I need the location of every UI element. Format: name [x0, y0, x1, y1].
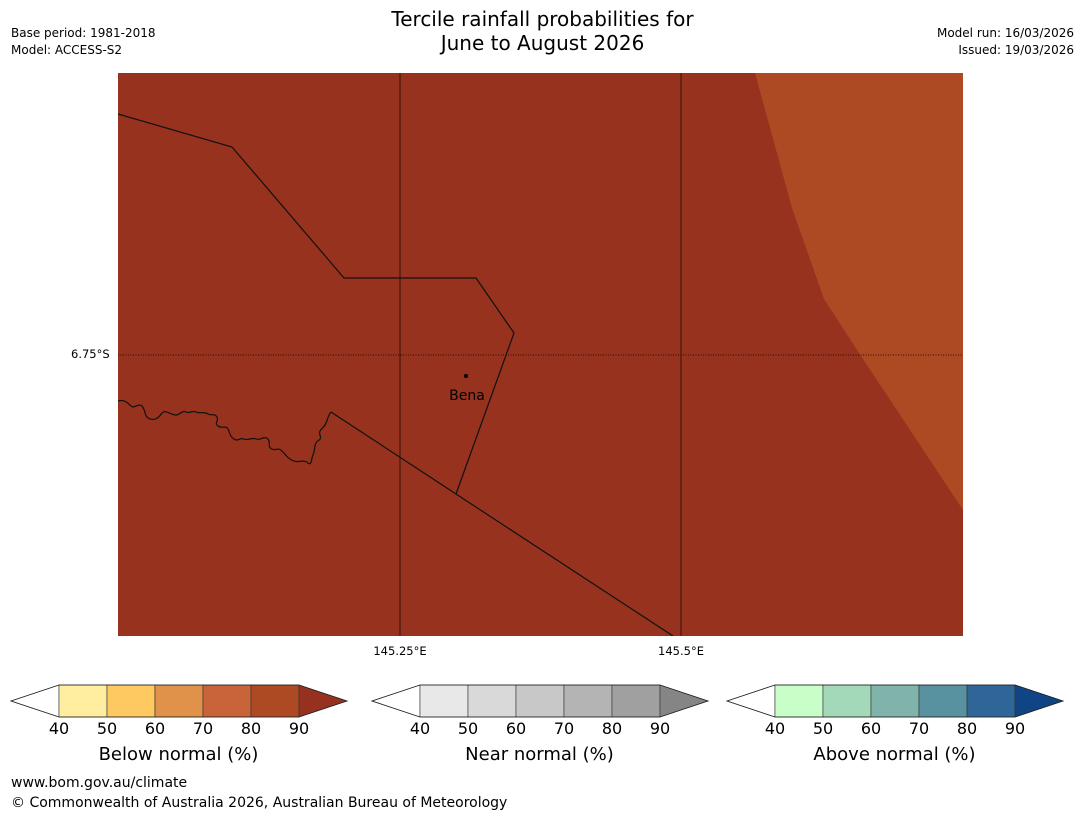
colorbar-above-bin-80-90 — [966, 684, 1016, 718]
colorbar-above — [726, 684, 1065, 718]
rainfall-map: Bena — [118, 73, 963, 636]
province-boundary-2 — [330, 411, 674, 636]
colorbar-near-bin-70-80 — [563, 684, 613, 718]
province-boundary-1 — [118, 113, 515, 495]
tick-90: 90 — [649, 719, 671, 738]
colorbar-below-bin-50-60 — [106, 684, 156, 718]
title-line-2: June to August 2026 — [440, 31, 645, 55]
tick-90: 90 — [1004, 719, 1026, 738]
meta-left: Base period: 1981-2018 Model: ACCESS-S2 — [11, 25, 156, 59]
colorbar-above-arrow-low — [726, 684, 776, 718]
tick-80: 80 — [601, 719, 623, 738]
colorbar-above-label: Above normal (%) — [813, 744, 976, 765]
colorbar-below-bin-80-90 — [250, 684, 300, 718]
tick-50: 50 — [96, 719, 118, 738]
tick-40: 40 — [48, 719, 70, 738]
colorbar-near-arrow-low — [371, 684, 421, 718]
lon-label-2: 145.5°E — [658, 644, 704, 658]
colorbar-below-label: Below normal (%) — [98, 744, 259, 765]
tick-50: 50 — [457, 719, 479, 738]
colorbar-near-bin-60-70 — [515, 684, 565, 718]
town-label-bena: Bena — [449, 388, 485, 404]
tick-40: 40 — [409, 719, 431, 738]
colorbar-near-ticks: 40 50 60 70 80 90 — [371, 719, 711, 739]
colorbar-below-bin-70-80 — [202, 684, 252, 718]
colorbar-near-arrow-high — [659, 684, 709, 718]
tick-60: 60 — [144, 719, 166, 738]
tick-60: 60 — [860, 719, 882, 738]
colorbar-below-bin-60-70 — [154, 684, 204, 718]
colorbar-above-ticks: 40 50 60 70 80 90 — [726, 719, 1066, 739]
colorbar-below-arrow-low — [10, 684, 60, 718]
colorbar-near-bin-80-90 — [611, 684, 661, 718]
lat-label: 6.75°S — [71, 347, 110, 361]
lon-label-1: 145.25°E — [373, 644, 427, 658]
tick-80: 80 — [240, 719, 262, 738]
chart-title: Tercile rainfall probabilities for June … — [0, 7, 1085, 55]
colorbar-near-bin-40-50 — [419, 684, 469, 718]
tick-70: 70 — [192, 719, 214, 738]
footer-copyright: © Commonwealth of Australia 2026, Austra… — [11, 795, 508, 811]
town-marker — [464, 374, 468, 378]
colorbar-below — [10, 684, 349, 718]
colorbar-below-bin-40-50 — [58, 684, 108, 718]
meta-right: Model run: 16/03/2026 Issued: 19/03/2026 — [937, 25, 1074, 59]
tick-70: 70 — [908, 719, 930, 738]
tick-50: 50 — [812, 719, 834, 738]
tick-60: 60 — [505, 719, 527, 738]
footer-url: www.bom.gov.au/climate — [11, 775, 188, 791]
colorbar-near-bin-50-60 — [467, 684, 517, 718]
colorbar-above-arrow-high — [1014, 684, 1064, 718]
colorbar-near — [371, 684, 710, 718]
model-name: Model: ACCESS-S2 — [11, 43, 123, 57]
colorbar-below-arrow-high — [298, 684, 348, 718]
colorbar-below-outline — [10, 684, 349, 718]
colorbar-below-ticks: 40 50 60 70 80 90 — [10, 719, 350, 739]
colorbar-near-outline — [371, 684, 710, 718]
colorbar-above-bin-50-60 — [822, 684, 872, 718]
colorbar-above-bin-60-70 — [870, 684, 920, 718]
model-run: Model run: 16/03/2026 — [936, 26, 1074, 40]
issued-date: Issued: 19/03/2026 — [958, 43, 1074, 57]
colorbar-near-label: Near normal (%) — [465, 744, 614, 765]
probability-area-secondary — [755, 73, 963, 510]
coastline — [118, 399, 332, 465]
colorbar-above-outline — [726, 684, 1065, 718]
tick-70: 70 — [553, 719, 575, 738]
colorbar-above-bin-40-50 — [774, 684, 824, 718]
colorbar-above-bin-70-80 — [918, 684, 968, 718]
tick-90: 90 — [288, 719, 310, 738]
title-line-1: Tercile rainfall probabilities for — [391, 7, 694, 31]
base-period: Base period: 1981-2018 — [11, 26, 156, 40]
tick-40: 40 — [764, 719, 786, 738]
tick-80: 80 — [956, 719, 978, 738]
